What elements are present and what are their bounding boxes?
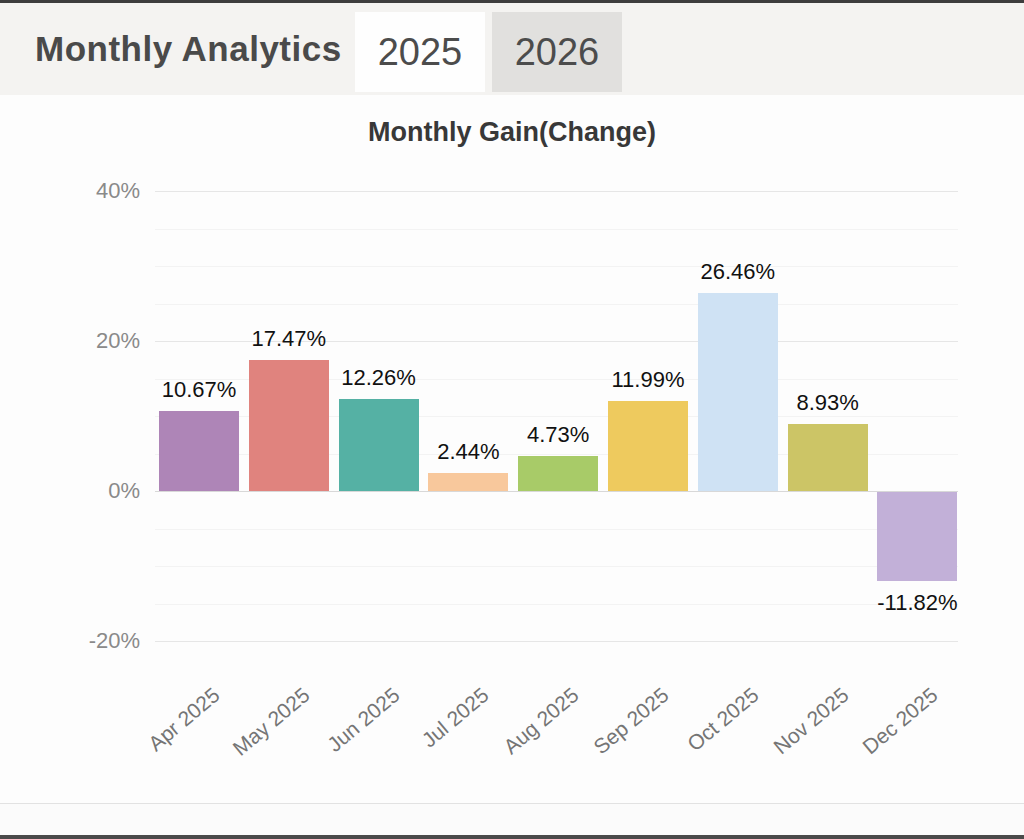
x-axis-label: Jun 2025 [322, 683, 404, 757]
gridline-major [155, 641, 958, 642]
bar-value-label: 26.46% [658, 259, 818, 285]
header: Monthly Analytics 2025 2026 [0, 3, 1024, 95]
gridline-major [155, 491, 958, 492]
chart-area: Monthly Gain(Change) 40%20%0%-20%10.67%A… [0, 95, 1024, 803]
gridline-minor [155, 304, 958, 305]
x-axis-label: May 2025 [228, 683, 314, 761]
y-axis-label: -20% [0, 628, 140, 654]
bar-value-label: 8.93% [748, 390, 908, 416]
bar-nov-2025[interactable] [788, 424, 868, 491]
monthly-analytics-screen: Monthly Analytics 2025 2026 Monthly Gain… [0, 0, 1024, 839]
tab-2026[interactable]: 2026 [492, 12, 622, 92]
gridline-minor [155, 229, 958, 230]
bar-sep-2025[interactable] [608, 401, 688, 491]
y-axis-label: 0% [0, 478, 140, 504]
bottom-divider [0, 835, 1024, 839]
tab-2025[interactable]: 2025 [355, 12, 485, 92]
year-tabs: 2025 2026 [355, 12, 622, 92]
gridline-minor [155, 266, 958, 267]
gridline-major [155, 191, 958, 192]
page-title: Monthly Analytics [35, 29, 342, 69]
x-axis-label: Aug 2025 [499, 683, 583, 759]
x-axis-label: Oct 2025 [683, 683, 764, 756]
x-axis-label: Jul 2025 [418, 683, 494, 752]
bar-jul-2025[interactable] [428, 473, 508, 491]
x-axis-label: Apr 2025 [144, 683, 225, 756]
footer-bar [0, 803, 1024, 839]
gridline-minor [155, 566, 958, 567]
x-axis-label: Dec 2025 [859, 683, 943, 759]
bar-aug-2025[interactable] [518, 456, 598, 491]
y-axis-label: 40% [0, 178, 140, 204]
gridline-minor [155, 529, 958, 530]
y-axis-label: 20% [0, 328, 140, 354]
bar-value-label: 17.47% [209, 326, 369, 352]
x-axis-label: Nov 2025 [769, 683, 853, 759]
bar-value-label: -11.82% [837, 590, 997, 616]
bar-apr-2025[interactable] [159, 411, 239, 491]
bar-value-label: 12.26% [299, 365, 459, 391]
bar-dec-2025[interactable] [877, 492, 957, 581]
x-axis-label: Sep 2025 [589, 683, 673, 759]
bar-chart: 40%20%0%-20%10.67%Apr 202517.47%May 2025… [0, 95, 1024, 803]
